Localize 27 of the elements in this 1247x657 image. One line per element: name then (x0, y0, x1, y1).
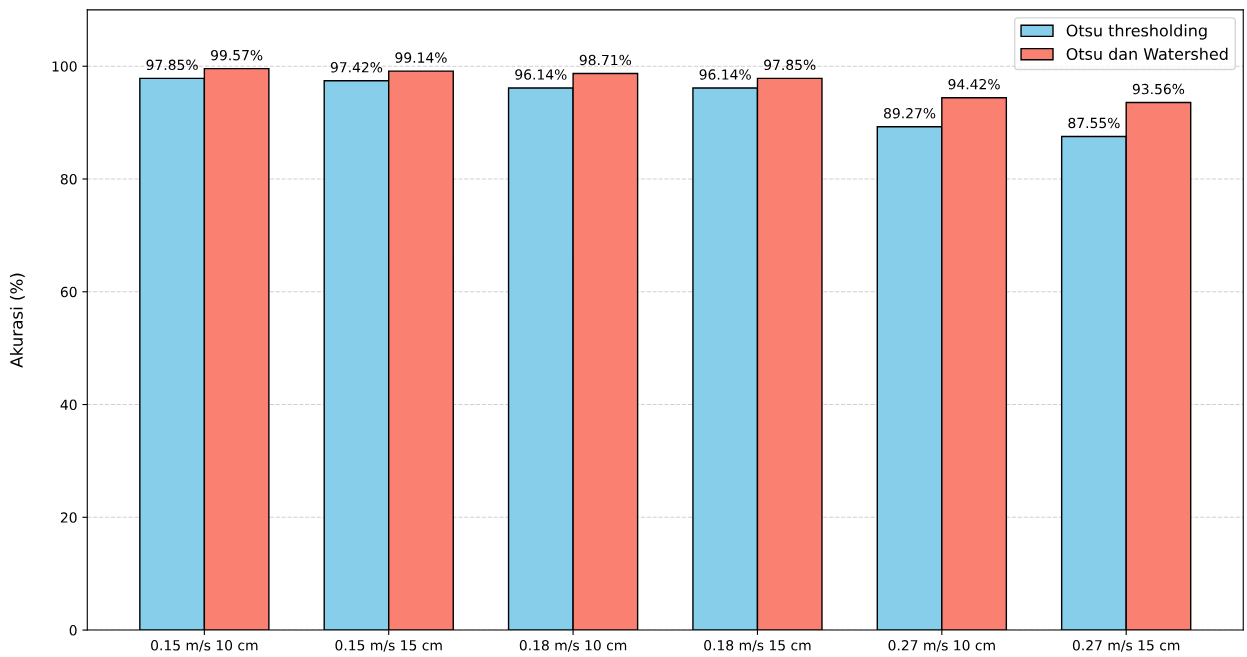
legend-label: Otsu dan Watershed (1066, 47, 1228, 61)
data-label: 97.85% (146, 59, 198, 71)
data-label: 96.14% (699, 69, 751, 80)
data-label: 99.14% (395, 52, 447, 63)
x-tick-label: 0.15 m/s 15 cm (335, 640, 442, 652)
y-tick-label: 20 (60, 512, 77, 523)
x-tick-label: 0.18 m/s 15 cm (704, 640, 811, 652)
data-label: 96.14% (515, 69, 567, 80)
data-label: 99.57% (211, 49, 263, 61)
data-label: 98.71% (579, 54, 632, 66)
x-tick-label: 0.18 m/s 10 cm (519, 640, 627, 652)
x-tick-label: 0.15 m/s 10 cm (151, 640, 258, 652)
y-tick-label: 100 (52, 61, 77, 72)
y-axis-title: Akurasi (%) (9, 273, 25, 368)
data-label: 97.85% (764, 59, 816, 71)
data-label: 89.27% (884, 107, 936, 119)
data-label: 94.42% (948, 78, 1000, 90)
data-label: 87.55% (1068, 117, 1120, 129)
data-label: 93.56% (1132, 83, 1185, 95)
y-tick-label: 80 (60, 173, 77, 185)
y-tick-label: 40 (60, 399, 77, 411)
legend-label: Otsu thresholding (1066, 24, 1207, 40)
data-label: 97.42% (330, 62, 383, 73)
y-tick-label: 0 (69, 625, 77, 636)
x-tick-label: 0.27 m/s 15 cm (1072, 640, 1180, 652)
x-tick-label: 0.27 m/s 10 cm (888, 640, 995, 652)
y-tick-label: 60 (60, 286, 77, 298)
